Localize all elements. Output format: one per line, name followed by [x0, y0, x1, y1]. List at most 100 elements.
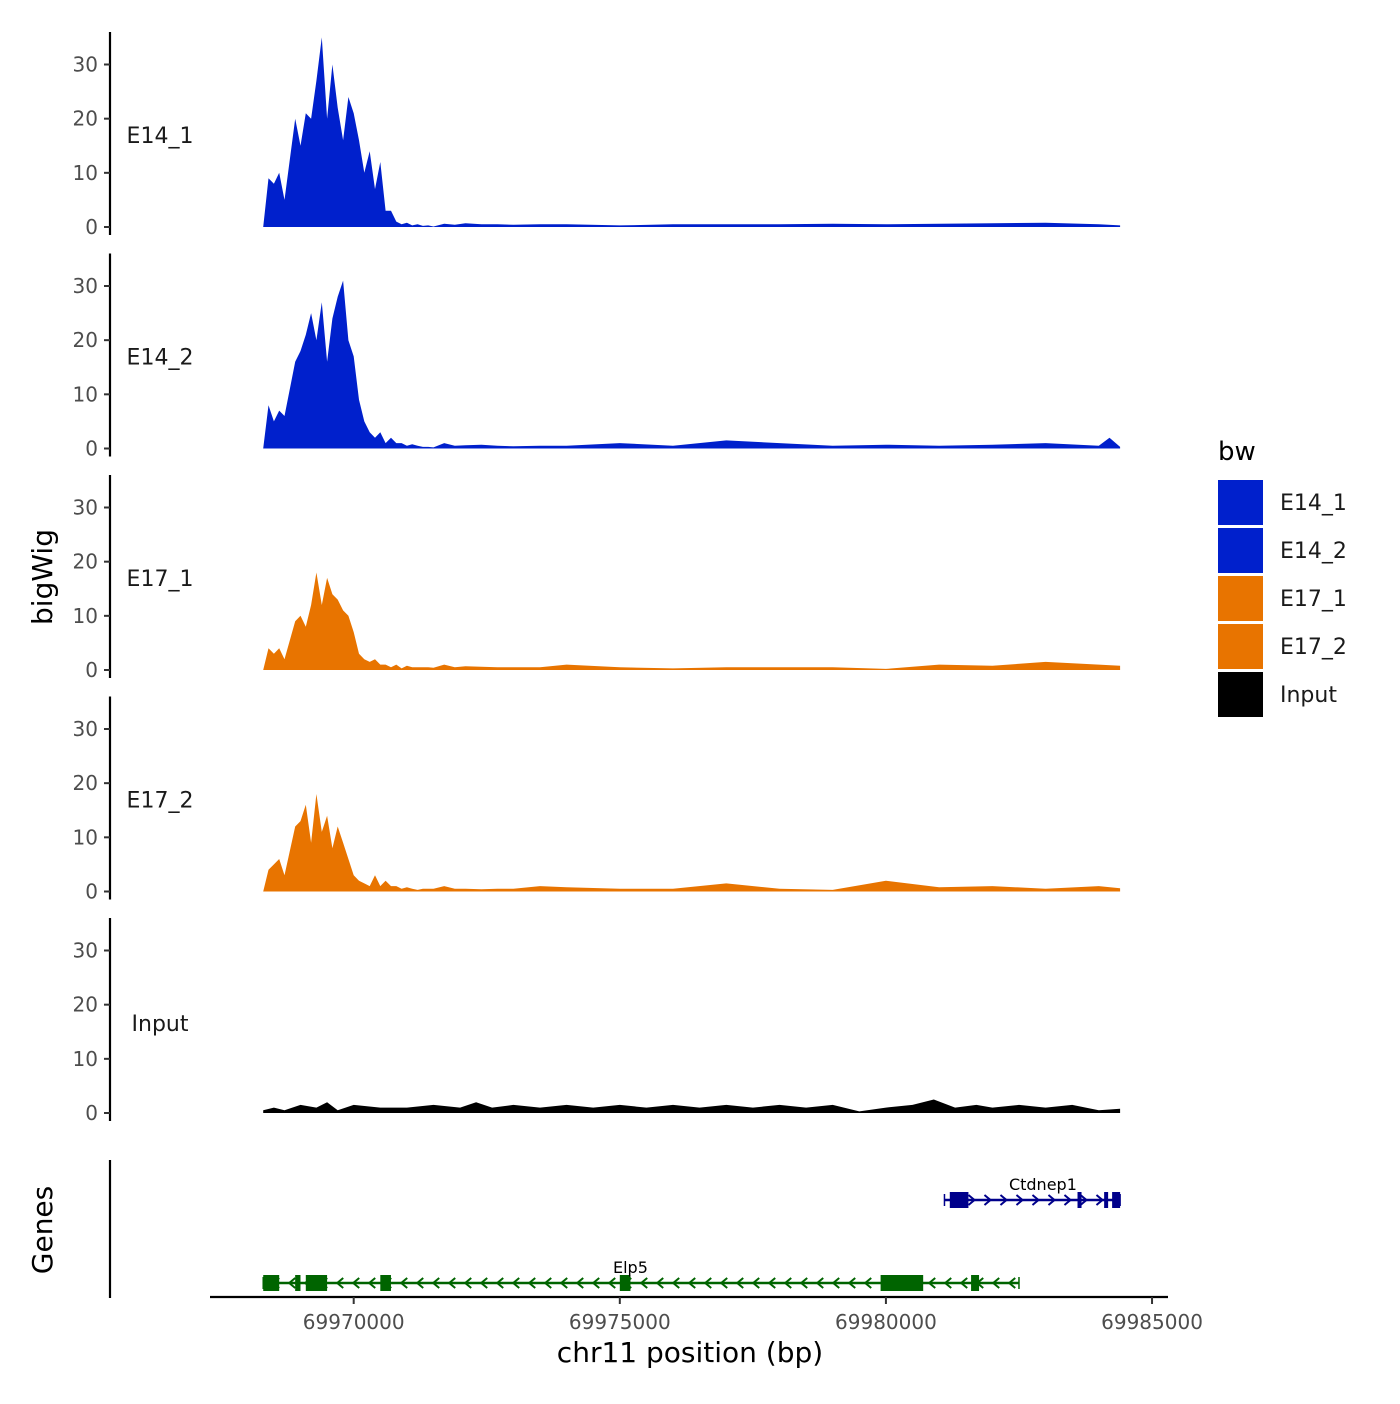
- y-tick-label: 20: [73, 107, 98, 131]
- strand-arrow: [719, 1277, 728, 1289]
- strand-arrow: [999, 1194, 1009, 1206]
- legend-label-E17_2: E17_2: [1280, 635, 1347, 660]
- y-tick-label: 0: [85, 215, 98, 239]
- strand-arrow: [527, 1277, 536, 1289]
- track-label-E14_1: E14_1: [127, 124, 194, 149]
- y-tick-label: 30: [73, 939, 98, 963]
- gene-exon: [619, 1275, 631, 1291]
- strand-arrow: [1015, 1194, 1025, 1206]
- legend-label-E14_1: E14_1: [1280, 491, 1347, 516]
- y-tick-label: 20: [73, 993, 98, 1017]
- strand-arrow: [415, 1277, 424, 1289]
- y-tick-label: 10: [73, 382, 98, 406]
- strand-arrow: [959, 1277, 968, 1289]
- y-tick-label: 10: [73, 604, 98, 628]
- strand-arrow: [847, 1277, 856, 1289]
- strand-arrow: [575, 1277, 584, 1289]
- strand-arrow: [735, 1277, 744, 1289]
- strand-arrow: [767, 1277, 776, 1289]
- strand-arrow: [431, 1277, 440, 1289]
- strand-arrow: [815, 1277, 824, 1289]
- signal-area-E14_1: [263, 37, 1121, 228]
- y-tick-label: 10: [73, 161, 98, 185]
- strand-arrow: [495, 1277, 504, 1289]
- track-E17_1: 0 10 20 30 E17_1: [73, 475, 1121, 682]
- strand-arrow: [399, 1277, 408, 1289]
- gene-exon: [380, 1275, 391, 1291]
- signal-area-E14_2: [263, 280, 1121, 449]
- genes-axis-title: Genes: [26, 1186, 59, 1274]
- signal-area-E17_1: [263, 572, 1121, 670]
- legend-label-E14_2: E14_2: [1280, 539, 1347, 564]
- strand-arrow: [367, 1277, 376, 1289]
- strand-arrow: [967, 1194, 977, 1206]
- y-tick-label: 20: [73, 771, 98, 795]
- y-tick-label: 20: [73, 328, 98, 352]
- gene-exon: [1112, 1192, 1121, 1208]
- track-Input: 0 10 20 30 Input: [73, 918, 1121, 1125]
- track-label-Input: Input: [132, 1012, 189, 1037]
- y-axis-title: bigWig: [26, 529, 59, 625]
- strand-arrow: [703, 1277, 712, 1289]
- track-E17_2: 0 10 20 30 E17_2: [73, 696, 1121, 904]
- strand-arrow: [991, 1277, 1000, 1289]
- strand-arrow: [751, 1277, 760, 1289]
- x-tick-label: 69980000: [835, 1310, 937, 1334]
- strand-arrow: [983, 1194, 993, 1206]
- y-tick-label: 30: [73, 53, 98, 77]
- y-tick-label: 0: [85, 658, 98, 682]
- legend-swatch-Input: [1218, 672, 1263, 717]
- gene-exon: [1104, 1192, 1109, 1208]
- gene-Ctdnep1: Ctdnep1: [943, 1175, 1121, 1208]
- x-tick-label: 69985000: [1101, 1310, 1203, 1334]
- y-tick-label: 30: [73, 717, 98, 741]
- strand-arrow: [607, 1277, 616, 1289]
- strand-arrow: [1095, 1194, 1105, 1206]
- gene-exon: [305, 1275, 328, 1291]
- y-tick-label: 0: [85, 437, 98, 461]
- strand-arrow: [783, 1277, 792, 1289]
- strand-arrow: [479, 1277, 488, 1289]
- gene-exon: [1077, 1192, 1082, 1208]
- signal-area-E17_2: [263, 794, 1121, 892]
- legend-label-E17_1: E17_1: [1280, 587, 1347, 612]
- strand-arrow: [1063, 1194, 1073, 1206]
- strand-arrow: [447, 1277, 456, 1289]
- strand-arrow: [1031, 1194, 1041, 1206]
- y-tick-label: 10: [73, 825, 98, 849]
- strand-arrow: [351, 1277, 360, 1289]
- legend-label-Input: Input: [1280, 683, 1337, 708]
- strand-arrow: [463, 1277, 472, 1289]
- track-E14_1: 0 10 20 30 E14_1: [73, 32, 1121, 239]
- strand-arrow: [287, 1277, 296, 1289]
- gene-exon: [263, 1275, 280, 1291]
- x-axis-title: chr11 position (bp): [557, 1336, 823, 1369]
- strand-arrow: [511, 1277, 520, 1289]
- strand-arrow: [335, 1277, 344, 1289]
- legend: bw E14_1 E14_2 E17_1 E17_2 Input: [1218, 437, 1347, 717]
- strand-arrow: [639, 1277, 648, 1289]
- legend-swatch-E17_2: [1218, 624, 1263, 669]
- strand-arrow: [1079, 1194, 1089, 1206]
- strand-arrow: [559, 1277, 568, 1289]
- y-tick-label: 20: [73, 550, 98, 574]
- strand-arrow: [927, 1277, 936, 1289]
- legend-title: bw: [1218, 437, 1256, 467]
- legend-swatch-E17_1: [1218, 576, 1263, 621]
- legend-swatch-E14_1: [1218, 480, 1263, 525]
- gene-Elp5: Elp5: [262, 1258, 1020, 1291]
- strand-arrow: [1007, 1277, 1016, 1289]
- gene-label-Elp5: Elp5: [613, 1258, 648, 1277]
- y-tick-label: 0: [85, 880, 98, 904]
- y-tick-label: 30: [73, 274, 98, 298]
- y-tick-label: 10: [73, 1047, 98, 1071]
- strand-arrow: [543, 1277, 552, 1289]
- legend-swatch-E14_2: [1218, 528, 1263, 573]
- gene-exon: [971, 1275, 980, 1291]
- strand-arrow: [831, 1277, 840, 1289]
- x-tick-label: 69970000: [303, 1310, 405, 1334]
- strand-arrow: [1047, 1194, 1057, 1206]
- strand-arrow: [943, 1277, 952, 1289]
- strand-arrow: [863, 1277, 872, 1289]
